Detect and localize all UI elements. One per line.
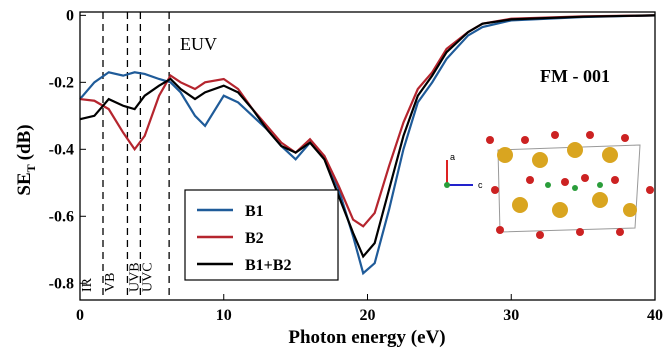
x-tick-label: 10 (216, 307, 232, 324)
y-tick-label: -0.6 (49, 208, 74, 225)
plot-frame (80, 12, 655, 300)
chart: Photon energy (eV) SET(dB) EUV FM - 001 … (0, 0, 665, 351)
x-tick-label: 40 (647, 307, 663, 324)
region-label: IR (80, 277, 95, 292)
x-tick-label: 20 (360, 307, 376, 324)
y-tick-label: -0.4 (49, 141, 74, 158)
legend-label: B1 (245, 203, 264, 220)
series-line (80, 15, 655, 226)
region-label: UVC (140, 262, 155, 292)
legend-label: B2 (245, 230, 264, 247)
y-tick-label: -0.8 (49, 275, 74, 292)
x-axis-label: Photon energy (eV) (288, 327, 445, 348)
x-tick-label: 0 (76, 307, 84, 324)
inset-axis-label: c (478, 180, 483, 190)
y-label-unit: (dB) (14, 124, 35, 160)
x-tick-label: 30 (503, 307, 519, 324)
y-tick-label: -0.2 (49, 74, 74, 91)
sample-label: FM - 001 (540, 66, 610, 86)
y-tick-label: 0 (66, 7, 74, 24)
y-axis-label: SET (dB) (14, 124, 38, 195)
legend-label: B1+B2 (245, 257, 291, 274)
inset-axis-label: a (450, 152, 455, 162)
page: {"chart_data": {"type": "line", "xlabel"… (0, 0, 665, 351)
annotation: EUV (180, 34, 217, 54)
inset-structure (444, 131, 654, 239)
region-label: VB (103, 273, 118, 292)
y-label-sub: T (24, 164, 38, 172)
series-line (80, 15, 655, 273)
y-label-main: SE (14, 172, 35, 195)
